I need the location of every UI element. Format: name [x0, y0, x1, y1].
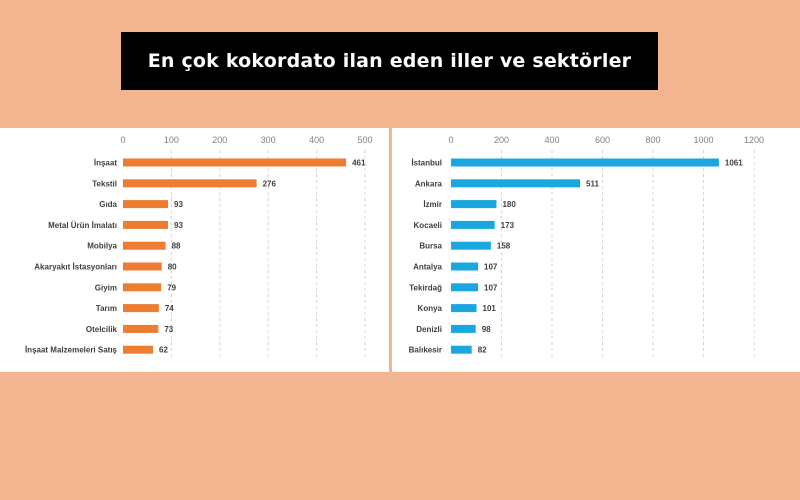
- city-bar: [451, 179, 581, 188]
- city-bar: [451, 304, 477, 313]
- city-bar-chart: 0 200 400 600 800 1000 1200 İstanbul 1061 Ankara 5…: [409, 135, 764, 360]
- sector-value-label: 461: [352, 159, 366, 168]
- city-bar: [451, 324, 476, 333]
- city-tick-label: 0: [448, 135, 453, 145]
- sector-category-label: Tekstil: [92, 179, 117, 188]
- city-value-label: 107: [484, 263, 498, 272]
- city-value-label: 98: [482, 325, 491, 334]
- city-category-label: Denizli: [416, 325, 442, 334]
- city-bar: [451, 241, 491, 250]
- sector-value-label: 80: [168, 263, 177, 272]
- sector-value-label: 79: [167, 283, 176, 292]
- city-tick-label: 600: [595, 135, 610, 145]
- sector-category-label: İnşaat Malzemeleri Satış: [25, 346, 118, 355]
- sector-bar: [123, 241, 166, 250]
- city-value-label: 180: [502, 200, 516, 209]
- city-value-label: 511: [586, 179, 599, 188]
- sector-category-label: Tarım: [96, 304, 117, 313]
- city-category-label: İstanbul: [411, 159, 442, 168]
- title-banner: En çok kokordato ilan eden iller ve sekt…: [121, 32, 658, 90]
- sector-category-label: Metal Ürün İmalatı: [48, 221, 117, 230]
- city-category-label: Ankara: [415, 179, 443, 188]
- city-bar: [451, 220, 495, 229]
- sector-category-label: Giyim: [95, 283, 117, 292]
- city-category-label: İzmir: [423, 200, 442, 209]
- sector-bar: [123, 200, 169, 209]
- sector-chart-panel: 0 100 200 300 400 500 İnşaat 461 Tekstil 276 Gıda 9…: [0, 128, 389, 372]
- sector-bar: [123, 158, 347, 167]
- sector-tick-label: 100: [164, 135, 179, 145]
- sector-bar: [123, 179, 257, 188]
- city-bar: [451, 283, 479, 292]
- page-title: En çok kokordato ilan eden iller ve sekt…: [147, 50, 632, 72]
- city-tick-label: 200: [494, 135, 509, 145]
- sector-bar: [123, 304, 159, 313]
- city-bar: [451, 200, 497, 209]
- sector-category-label: İnşaat: [94, 159, 117, 168]
- sector-tick-label: 200: [212, 135, 227, 145]
- city-value-label: 1061: [725, 159, 743, 168]
- city-tick-label: 1200: [744, 135, 764, 145]
- city-category-label: Tekirdağ: [409, 283, 442, 292]
- city-tick-label: 800: [645, 135, 660, 145]
- sector-bar: [123, 324, 159, 333]
- sector-bar: [123, 262, 162, 271]
- sector-tick-label: 500: [357, 135, 372, 145]
- sector-category-label: Akaryakıt İstasyonları: [34, 263, 117, 272]
- city-bar: [451, 345, 472, 354]
- sector-bar: [123, 345, 154, 354]
- city-value-label: 82: [478, 346, 487, 355]
- sector-value-label: 93: [174, 200, 183, 209]
- city-value-label: 101: [483, 304, 497, 313]
- city-tick-label: 400: [544, 135, 559, 145]
- sector-value-label: 73: [164, 325, 173, 334]
- sector-value-label: 74: [165, 304, 174, 313]
- city-category-label: Antalya: [413, 263, 442, 272]
- sector-value-label: 276: [263, 179, 277, 188]
- city-value-label: 158: [497, 242, 511, 251]
- city-bar: [451, 262, 479, 271]
- city-category-label: Balıkesir: [409, 346, 442, 355]
- city-category-label: Kocaeli: [414, 221, 442, 230]
- city-tick-label: 1000: [693, 135, 713, 145]
- city-chart-panel: 0 200 400 600 800 1000 1200 İstanbul 1061 Ankara 5…: [392, 128, 800, 372]
- sector-value-label: 62: [159, 346, 168, 355]
- sector-bar: [123, 220, 169, 229]
- city-value-label: 173: [501, 221, 515, 230]
- city-category-label: Konya: [418, 304, 443, 313]
- sector-value-label: 88: [172, 242, 181, 251]
- sector-bar: [123, 283, 162, 292]
- city-value-label: 107: [484, 283, 498, 292]
- city-category-label: Bursa: [419, 242, 442, 251]
- city-bar: [451, 158, 719, 167]
- sector-tick-label: 400: [309, 135, 324, 145]
- sector-value-label: 93: [174, 221, 183, 230]
- sector-category-label: Otelcilik: [86, 325, 118, 334]
- sector-category-label: Mobilya: [87, 242, 117, 251]
- sector-category-label: Gıda: [99, 200, 117, 209]
- sector-tick-label: 300: [261, 135, 276, 145]
- sector-tick-label: 0: [120, 135, 125, 145]
- sector-bar-chart: 0 100 200 300 400 500 İnşaat 461 Tekstil 276 Gıda 9…: [25, 135, 373, 360]
